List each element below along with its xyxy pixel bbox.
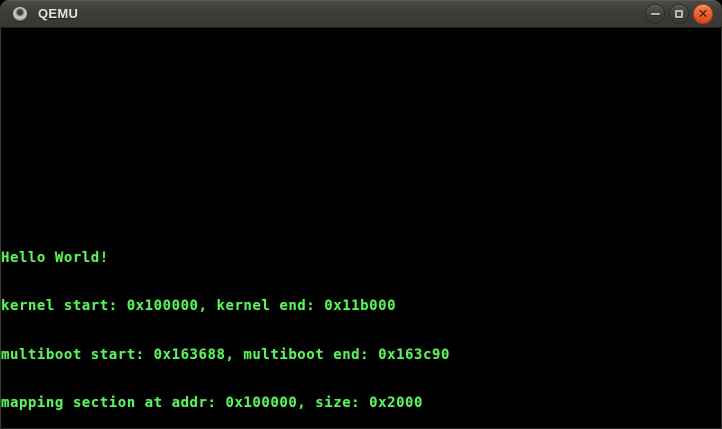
terminal-output: Hello World! kernel start: 0x100000, ker… bbox=[1, 218, 450, 429]
vga-console[interactable]: Hello World! kernel start: 0x100000, ker… bbox=[0, 28, 722, 429]
terminal-line: kernel start: 0x100000, kernel end: 0x11… bbox=[1, 298, 397, 315]
close-icon: ✕ bbox=[697, 6, 709, 21]
maximize-button[interactable] bbox=[669, 3, 689, 24]
terminal-line: mapping section at addr: 0x100000, size:… bbox=[1, 395, 423, 412]
titlebar[interactable]: QEMU ✕ bbox=[0, 0, 722, 28]
minimize-icon bbox=[650, 12, 660, 15]
terminal-line: Hello World! bbox=[1, 250, 109, 267]
close-button[interactable]: ✕ bbox=[693, 3, 713, 24]
terminal-line: multiboot start: 0x163688, multiboot end… bbox=[1, 346, 450, 363]
window-controls: ✕ bbox=[645, 3, 713, 24]
maximize-icon bbox=[675, 9, 683, 18]
window-title: QEMU bbox=[38, 6, 79, 21]
qemu-app-icon bbox=[13, 6, 27, 21]
minimize-button[interactable] bbox=[645, 3, 665, 24]
